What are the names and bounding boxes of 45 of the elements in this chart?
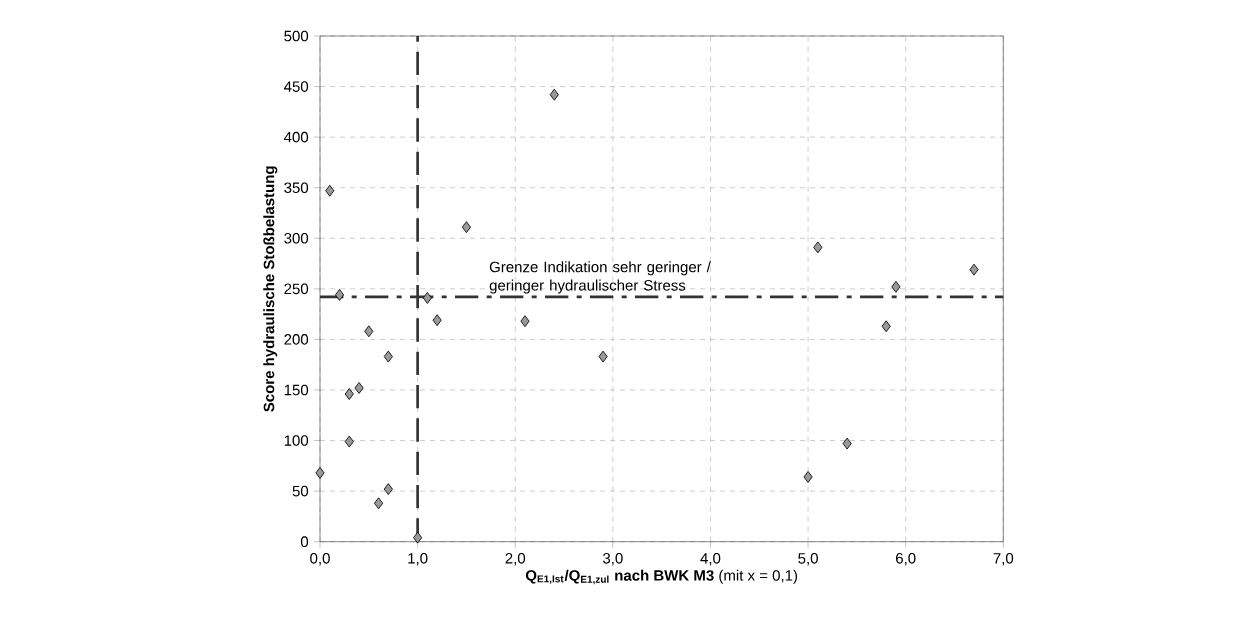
- x-tick-label: 6,0: [896, 553, 916, 566]
- y-axis-title: Score hydraulische Stoßbelastung: [263, 166, 278, 412]
- y-tick-label: 100: [284, 435, 309, 446]
- point: [364, 325, 374, 338]
- y-tick-label: 200: [284, 334, 309, 345]
- point: [969, 263, 979, 276]
- x-tick-label: 5,0: [798, 553, 818, 566]
- point: [334, 288, 345, 301]
- point: [842, 437, 852, 450]
- x-tick-label: 1,0: [408, 553, 428, 566]
- point: [315, 466, 325, 479]
- x-tick-label: 2,0: [505, 553, 526, 566]
- x-tick-label: 4,0: [700, 553, 721, 566]
- point: [374, 497, 384, 510]
- point: [461, 221, 471, 234]
- y-tick-label: 300: [284, 232, 309, 244]
- point: [813, 241, 823, 254]
- point: [383, 483, 393, 496]
- point: [891, 280, 901, 293]
- y-tick-label: 450: [283, 81, 309, 92]
- point: [432, 314, 442, 327]
- ref-line-label: Grenze Indikation sehr geringer / geringer hydraulischer Stress: [489, 261, 711, 294]
- text: Q$_{E1,Ist}$/Q$_{E1,zul}$ nach BWK M3 (mit x = 0,1): [525, 569, 798, 585]
- point: [344, 435, 354, 448]
- point: [354, 382, 364, 394]
- point: [344, 388, 354, 400]
- y-tick-label: 0: [300, 536, 309, 548]
- y-tick-label: 250: [284, 283, 309, 295]
- point: [598, 350, 608, 363]
- point: [383, 350, 393, 363]
- point: [549, 88, 559, 101]
- y-tick-label: 50: [292, 485, 309, 497]
- point: [520, 315, 530, 328]
- y-tick-label: 350: [284, 182, 309, 194]
- x-tick-label: 0,0: [310, 553, 330, 566]
- point: [881, 320, 891, 333]
- x-tick-label: 7,0: [993, 553, 1014, 566]
- y-tick-label: 400: [283, 131, 309, 143]
- x-tick-label: 3,0: [603, 553, 623, 566]
- y-tick-label: 150: [284, 384, 309, 396]
- point: [422, 292, 432, 304]
- point: [325, 184, 335, 197]
- point: [803, 471, 813, 483]
- point: [413, 531, 423, 544]
- y-tick-label: 500: [284, 30, 309, 42]
